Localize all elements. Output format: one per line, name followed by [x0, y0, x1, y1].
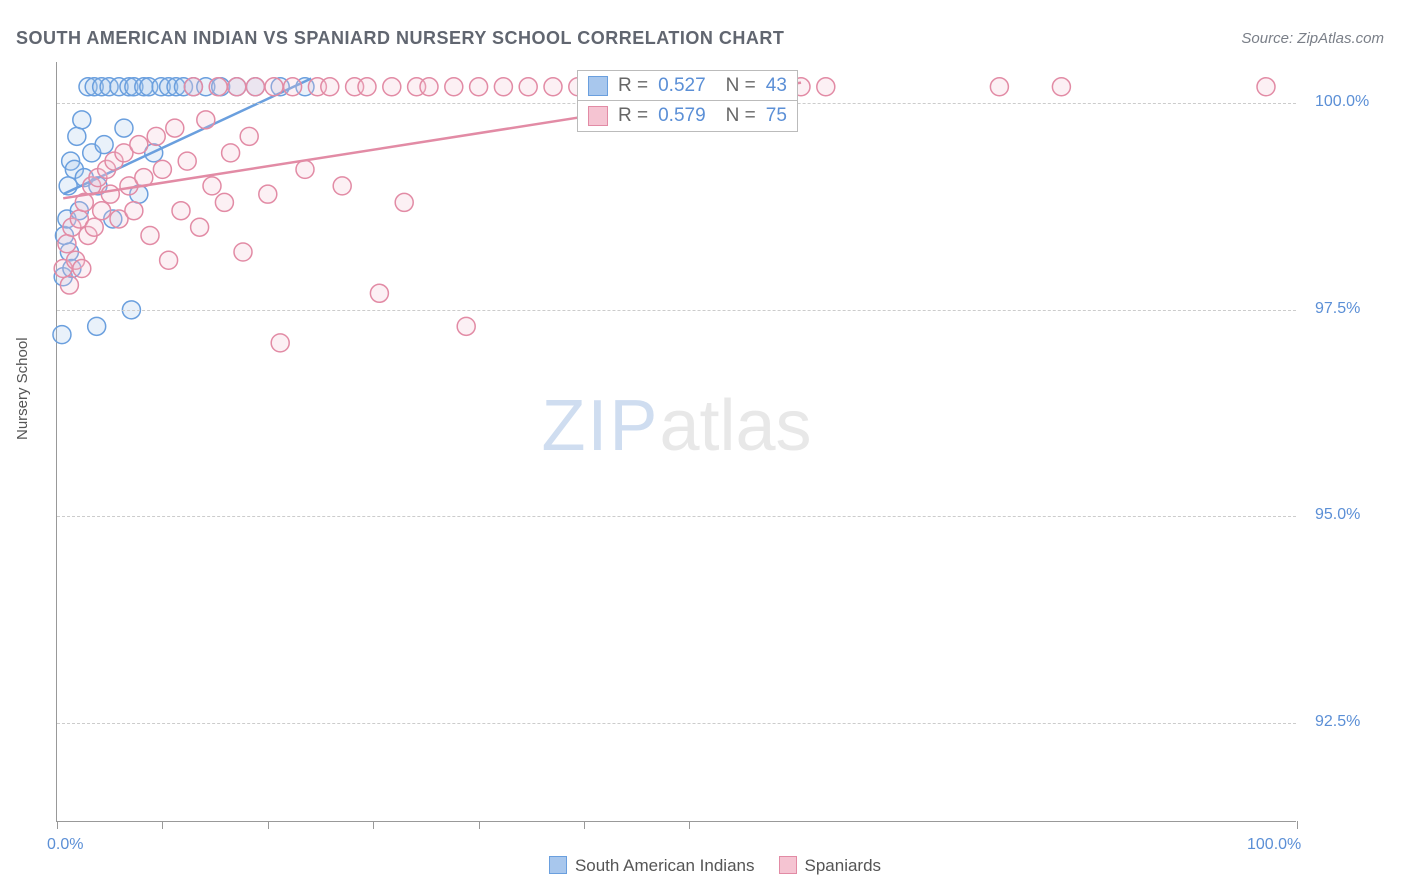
xtick	[268, 821, 269, 829]
source-prefix: Source:	[1241, 30, 1297, 47]
gridline	[57, 310, 1296, 311]
scatter-point	[68, 127, 86, 145]
xtick	[162, 821, 163, 829]
scatter-point	[445, 78, 463, 96]
scatter-point	[95, 136, 113, 154]
scatter-point	[160, 251, 178, 269]
scatter-point	[53, 326, 71, 344]
scatter-point	[101, 185, 119, 203]
xtick	[689, 821, 690, 829]
scatter-point	[209, 78, 227, 96]
gridline	[57, 516, 1296, 517]
scatter-point	[58, 235, 76, 253]
stat-r-label: R =	[618, 75, 648, 97]
ytick-label: 100.0%	[1315, 93, 1369, 111]
legend-swatch-icon	[588, 76, 608, 96]
scatter-point	[203, 177, 221, 195]
y-axis-label: Nursery School	[14, 337, 31, 440]
scatter-point	[141, 226, 159, 244]
scatter-point	[93, 202, 111, 220]
scatter-point	[184, 78, 202, 96]
chart-title: SOUTH AMERICAN INDIAN VS SPANIARD NURSER…	[16, 28, 784, 49]
scatter-point	[321, 78, 339, 96]
scatter-point	[333, 177, 351, 195]
scatter-point	[178, 152, 196, 170]
scatter-point	[265, 78, 283, 96]
scatter-point	[395, 193, 413, 211]
plot-svg	[57, 62, 1296, 821]
xtick	[584, 821, 585, 829]
legend-swatch-icon	[549, 856, 567, 874]
scatter-point	[215, 193, 233, 211]
scatter-point	[358, 78, 376, 96]
stat-r-value: 0.579	[658, 105, 706, 127]
stat-box: R = 0.527 N = 43	[577, 70, 798, 102]
scatter-point	[544, 78, 562, 96]
scatter-point	[73, 111, 91, 129]
scatter-point	[234, 243, 252, 261]
stat-n-label: N =	[726, 105, 756, 127]
scatter-point	[166, 119, 184, 137]
scatter-point	[1257, 78, 1275, 96]
scatter-point	[284, 78, 302, 96]
scatter-point	[370, 284, 388, 302]
scatter-point	[383, 78, 401, 96]
stat-n-label: N =	[726, 75, 756, 97]
scatter-point	[817, 78, 835, 96]
legend-label: Spaniards	[805, 856, 882, 875]
scatter-point	[222, 144, 240, 162]
scatter-point	[197, 111, 215, 129]
scatter-point	[191, 218, 209, 236]
scatter-point	[115, 119, 133, 137]
scatter-point	[153, 160, 171, 178]
scatter-point	[172, 202, 190, 220]
scatter-point	[73, 260, 91, 278]
ytick-label: 92.5%	[1315, 713, 1360, 731]
xtick-label: 0.0%	[47, 836, 83, 854]
legend-bottom: South American Indians Spaniards	[0, 856, 1406, 876]
scatter-point	[259, 185, 277, 203]
scatter-point	[60, 276, 78, 294]
xtick-label: 100.0%	[1247, 836, 1301, 854]
scatter-point	[240, 127, 258, 145]
scatter-point	[470, 78, 488, 96]
scatter-point	[420, 78, 438, 96]
scatter-point	[228, 78, 246, 96]
scatter-point	[147, 127, 165, 145]
scatter-point	[271, 334, 289, 352]
chart-container: SOUTH AMERICAN INDIAN VS SPANIARD NURSER…	[0, 0, 1406, 892]
stat-n-value: 75	[766, 105, 787, 127]
legend-label: South American Indians	[575, 856, 755, 875]
xtick	[373, 821, 374, 829]
stat-r-value: 0.527	[658, 75, 706, 97]
stat-n-value: 43	[766, 75, 787, 97]
stat-box: R = 0.579 N = 75	[577, 100, 798, 132]
xtick	[1297, 821, 1298, 829]
legend-swatch-icon	[779, 856, 797, 874]
xtick	[57, 821, 58, 829]
source-link[interactable]: ZipAtlas.com	[1297, 30, 1384, 47]
scatter-point	[296, 160, 314, 178]
xtick	[479, 821, 480, 829]
scatter-point	[990, 78, 1008, 96]
stat-r-label: R =	[618, 105, 648, 127]
scatter-point	[519, 78, 537, 96]
gridline	[57, 723, 1296, 724]
scatter-point	[494, 78, 512, 96]
scatter-point	[88, 317, 106, 335]
legend-swatch-icon	[588, 106, 608, 126]
scatter-point	[85, 218, 103, 236]
ytick-label: 97.5%	[1315, 300, 1360, 318]
scatter-point	[1052, 78, 1070, 96]
scatter-point	[457, 317, 475, 335]
scatter-point	[246, 78, 264, 96]
scatter-point	[130, 136, 148, 154]
ytick-label: 95.0%	[1315, 506, 1360, 524]
scatter-point	[125, 202, 143, 220]
chart-source: Source: ZipAtlas.com	[1241, 30, 1384, 47]
plot-area: ZIPatlas 92.5%95.0%97.5%100.0%0.0%100.0%…	[56, 62, 1296, 822]
